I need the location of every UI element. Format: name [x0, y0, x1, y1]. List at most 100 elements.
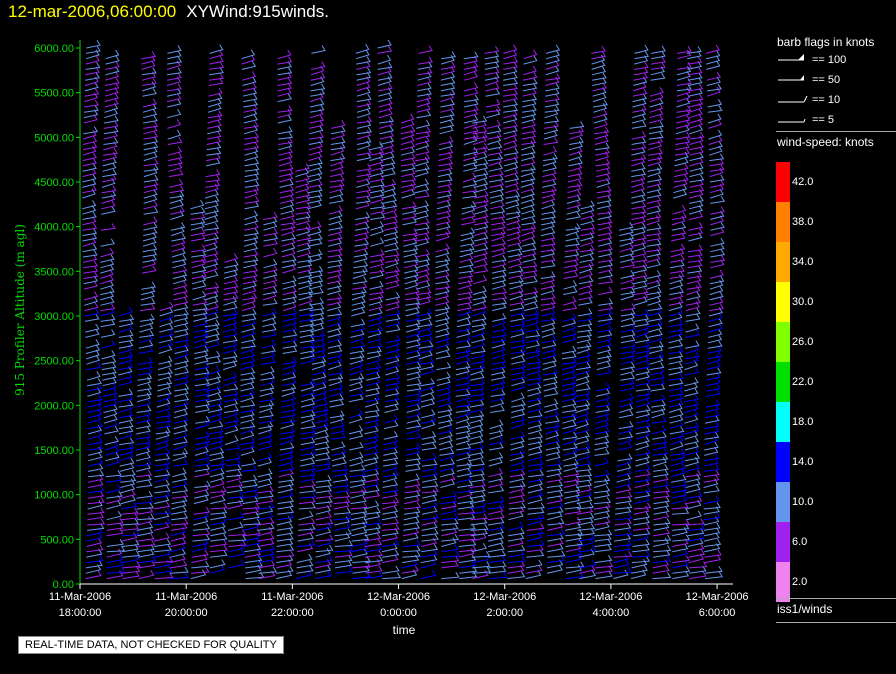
- wind-barb: [263, 258, 278, 269]
- wind-barb: [380, 146, 395, 156]
- wind-barb: [653, 463, 669, 472]
- wind-barb: [327, 301, 342, 312]
- wind-barb: [706, 60, 721, 70]
- wind-barb: [488, 485, 505, 494]
- wind-barb: [327, 318, 342, 328]
- wind-barb: [484, 51, 500, 60]
- wind-barb: [546, 474, 563, 483]
- wind-barb: [104, 82, 120, 92]
- wind-barb: [544, 403, 559, 413]
- wind-barb: [370, 206, 385, 215]
- wind-barb: [456, 435, 470, 446]
- wind-barb: [329, 174, 345, 183]
- wind-barb: [576, 470, 593, 478]
- wind-barb: [653, 518, 671, 526]
- wind-barb: [633, 502, 652, 510]
- wind-barb: [349, 382, 364, 392]
- wind-barb: [195, 431, 210, 440]
- wind-barb: [491, 330, 507, 338]
- wind-barb: [491, 259, 507, 269]
- wind-barb: [364, 544, 382, 553]
- wind-barb: [86, 354, 101, 365]
- wind-barb: [456, 346, 472, 354]
- wind-barb: [307, 226, 322, 237]
- wind-barb: [190, 233, 206, 242]
- wind-barb: [540, 227, 556, 237]
- wind-barb: [204, 263, 218, 274]
- wind-barb: [671, 485, 688, 494]
- wind-barb: [209, 452, 225, 462]
- wind-barb: [576, 501, 594, 510]
- wind-barb: [170, 206, 185, 215]
- wind-barb: [262, 312, 277, 322]
- wind-barb: [464, 104, 479, 113]
- wind-barb: [356, 67, 372, 76]
- wind-barb: [209, 549, 228, 558]
- wind-barb: [384, 388, 400, 397]
- wind-barb: [261, 350, 276, 360]
- wind-barb: [299, 491, 317, 499]
- barb-flag-label: == 10: [812, 94, 841, 106]
- wind-barb: [350, 340, 366, 349]
- wind-barb: [668, 324, 684, 333]
- wind-barb: [455, 389, 471, 397]
- wind-barb: [174, 366, 190, 376]
- wind-barb: [357, 126, 373, 135]
- wind-barb: [597, 200, 612, 210]
- wind-barb: [349, 360, 364, 371]
- wind-barb: [313, 398, 328, 408]
- wind-barb: [400, 119, 415, 129]
- wind-barb: [385, 265, 401, 274]
- wind-barb: [565, 522, 582, 531]
- wind-barb: [438, 163, 453, 172]
- wind-barb: [709, 275, 725, 285]
- wind-barb: [616, 473, 631, 483]
- wind-barb: [580, 227, 595, 237]
- wind-barb: [487, 141, 503, 151]
- wind-barb: [618, 431, 634, 440]
- wind-barb: [565, 564, 583, 574]
- wind-barb: [209, 447, 225, 456]
- wind-barb: [508, 495, 526, 505]
- wind-barb: [141, 67, 157, 76]
- wind-barb: [143, 221, 158, 231]
- wind-barb: [545, 435, 560, 446]
- wind-barb: [598, 303, 614, 312]
- wind-barb: [370, 184, 385, 194]
- wind-barb: [684, 430, 699, 440]
- wind-barb: [242, 76, 257, 86]
- wind-barb: [455, 361, 471, 371]
- wind-barb: [578, 297, 593, 306]
- wind-barb: [276, 522, 294, 531]
- wind-barb: [367, 341, 383, 349]
- wind-barb: [193, 511, 209, 521]
- wind-barb: [632, 248, 647, 258]
- wind-barb: [381, 179, 397, 188]
- wind-barb: [405, 323, 420, 333]
- wind-barb: [354, 227, 370, 237]
- wind-barb: [675, 124, 690, 135]
- wind-barb: [277, 67, 293, 76]
- wind-barb: [564, 249, 580, 258]
- wind-barb: [106, 484, 122, 494]
- wind-barb: [632, 254, 648, 263]
- wind-barb: [193, 312, 208, 322]
- wind-barb: [650, 393, 666, 403]
- wind-barb: [435, 344, 450, 354]
- wind-barb: [331, 457, 347, 467]
- wind-barb: [154, 549, 171, 558]
- wind-barb: [508, 502, 526, 510]
- wind-barb: [140, 303, 156, 312]
- wind-barb: [472, 302, 487, 312]
- wind-barb: [385, 324, 401, 333]
- wind-barb: [685, 483, 701, 494]
- wind-barb: [503, 147, 519, 156]
- wind-barb: [406, 366, 421, 376]
- wind-barb: [592, 82, 607, 92]
- wind-barb: [441, 571, 460, 580]
- wind-barb: [710, 243, 725, 253]
- wind-barb: [707, 350, 722, 360]
- y-tick-label: 5000.00: [34, 132, 74, 144]
- wind-barb: [596, 173, 611, 183]
- wind-barb: [332, 464, 349, 472]
